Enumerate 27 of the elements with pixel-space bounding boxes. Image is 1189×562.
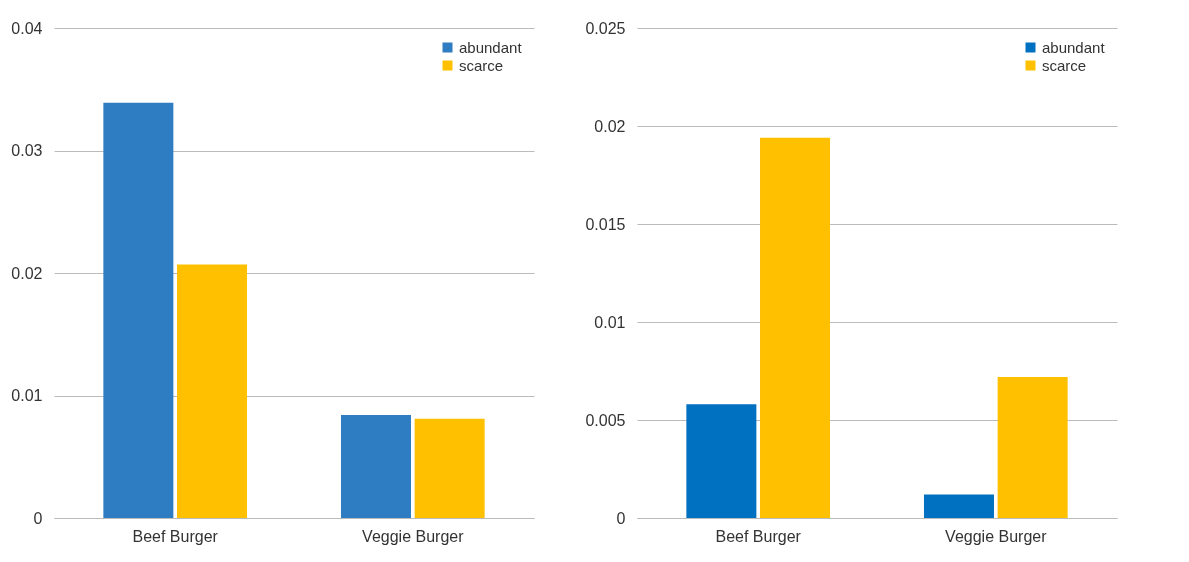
y-tick-label: 0.02 xyxy=(594,117,626,135)
x-tick-label: Veggie Burger xyxy=(362,527,465,545)
bar xyxy=(103,102,174,518)
y-tick-label: 0.005 xyxy=(585,411,626,429)
y-tick-label: 0.03 xyxy=(11,142,43,159)
legend-label: scarce xyxy=(1042,56,1087,74)
bar xyxy=(997,376,1068,518)
x-tick-label: Beef Burger xyxy=(715,527,802,545)
legend-label: scarce xyxy=(459,56,504,74)
legend-label: abundant xyxy=(1042,38,1106,56)
legend-label: abundant xyxy=(459,38,523,56)
y-tick-label: 0 xyxy=(33,509,43,527)
x-tick-label: Veggie Burger xyxy=(945,527,1048,545)
bar xyxy=(340,415,411,518)
y-tick-label: 0.01 xyxy=(11,387,43,404)
bar xyxy=(177,264,248,518)
y-tick-label: 0.025 xyxy=(585,19,626,37)
bar xyxy=(760,137,831,518)
y-tick-label: 0.01 xyxy=(594,313,626,331)
y-tick-label: 0.015 xyxy=(585,215,626,233)
y-tick-label: 0.04 xyxy=(11,19,43,37)
bar xyxy=(414,418,485,518)
y-tick-label: 0 xyxy=(616,509,626,527)
bar xyxy=(923,494,994,518)
x-tick-label: Beef Burger xyxy=(132,527,219,545)
bar xyxy=(686,404,757,518)
y-tick-label: 0.02 xyxy=(11,264,43,282)
